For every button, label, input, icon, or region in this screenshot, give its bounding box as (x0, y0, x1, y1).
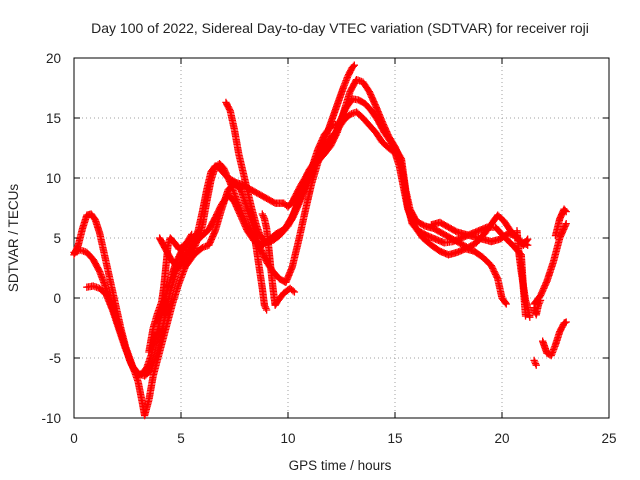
x-tick-label: 15 (387, 431, 402, 446)
y-tick-label: 15 (46, 111, 61, 126)
series-track-13 (539, 318, 570, 360)
data-point (561, 206, 569, 215)
series-track-5 (222, 98, 341, 247)
series-track-6 (145, 230, 196, 356)
data-point (349, 62, 357, 71)
x-tick-label: 5 (177, 431, 185, 446)
x-axis-label: GPS time / hours (289, 458, 392, 473)
y-tick-label: -10 (41, 411, 61, 426)
x-tick-label: 0 (70, 431, 78, 446)
x-tick-label: 25 (601, 431, 616, 446)
tick-layer: 0 5 10 15 20 25 -10 -5 0 5 10 15 20 (41, 51, 616, 446)
x-tick-label: 10 (280, 431, 295, 446)
data-point (502, 300, 510, 308)
data-point (501, 299, 510, 307)
data-point (262, 306, 271, 314)
y-tick-label: 0 (53, 291, 61, 306)
series-track-12 (530, 356, 540, 369)
data-point (562, 207, 570, 216)
y-tick-label: 10 (46, 171, 61, 186)
series-track-10 (513, 227, 534, 321)
data-point (95, 266, 103, 274)
data-point (523, 236, 531, 245)
data-point (290, 288, 299, 296)
series-track-9 (427, 218, 532, 249)
x-tick-label: 20 (494, 431, 509, 446)
data-point (333, 120, 341, 128)
y-tick-label: -5 (49, 351, 61, 366)
data-point (532, 361, 540, 369)
series-track-14 (530, 219, 570, 308)
data-point (562, 219, 570, 228)
y-tick-label: 20 (46, 51, 61, 66)
data-point (526, 313, 534, 321)
y-axis-label: SDTVAR / TECUs (6, 184, 21, 293)
series-track-7 (258, 210, 299, 309)
y-tick-label: 5 (53, 231, 61, 246)
data-points-layer (70, 61, 570, 420)
data-point (90, 215, 99, 223)
data-point (188, 230, 196, 239)
data-point (524, 235, 532, 243)
data-point (562, 318, 570, 326)
series-track-8 (250, 229, 271, 314)
series-track-3 (83, 75, 530, 380)
chart-title: Day 100 of 2022, Sidereal Day-to-day VTE… (91, 20, 589, 36)
data-point (350, 61, 358, 69)
series-track-15 (551, 205, 570, 240)
